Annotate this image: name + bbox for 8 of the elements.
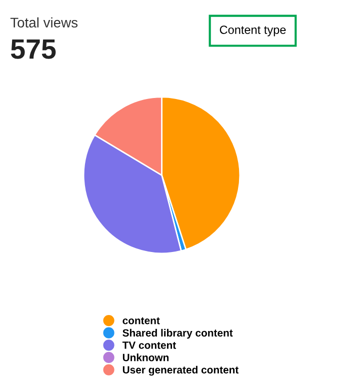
legend-label: content [122, 317, 160, 324]
legend-label: Shared library content [122, 328, 233, 339]
legend-label: Unknown [122, 354, 169, 362]
legend-label: TV content [122, 342, 176, 349]
legend-label: User generated content [122, 366, 239, 376]
chart-subtitle: 575 [10, 40, 56, 59]
chart-title: Total views [10, 17, 78, 28]
text: Content type [220, 26, 286, 36]
